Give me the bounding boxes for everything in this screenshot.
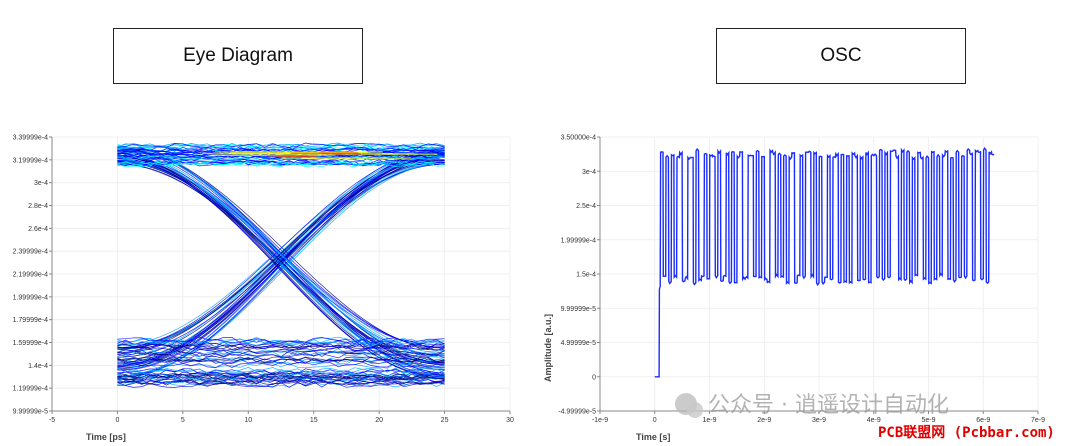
eye-y-tick-label: 1.99999e-4 bbox=[13, 294, 49, 301]
eye-high-rail-trace bbox=[117, 142, 445, 148]
eye-y-tick-label: 1.19999e-4 bbox=[13, 386, 49, 393]
eye-transition-trace bbox=[117, 161, 445, 349]
eye-x-tick-label: 30 bbox=[506, 417, 514, 424]
osc-x-tick-label: 4e-9 bbox=[867, 417, 881, 424]
eye-x-axis-title: Time [ps] bbox=[86, 432, 126, 442]
osc-y-axis-title: Amplitude [a.u.] bbox=[543, 314, 553, 382]
eye-low-rail-trace bbox=[117, 378, 445, 385]
eye-y-tick-label: 1.59999e-4 bbox=[13, 340, 49, 347]
eye-y-tick-label: 3.19999e-4 bbox=[13, 157, 49, 164]
eye-y-tick-label: 2.6e-4 bbox=[28, 226, 48, 233]
eye-transition-trace bbox=[117, 152, 445, 377]
eye-low-rail-trace bbox=[117, 361, 445, 368]
eye-x-tick-label: -5 bbox=[49, 417, 55, 424]
eye-transition-trace bbox=[117, 154, 445, 349]
eye-high-rail-trace bbox=[117, 142, 445, 148]
eye-low-rail-trace bbox=[117, 372, 445, 379]
eye-transition-trace bbox=[117, 162, 445, 378]
eye-high-rail-trace bbox=[117, 160, 445, 166]
eye-y-tick-label: 2.8e-4 bbox=[28, 203, 48, 210]
osc-y-tick-label: 3.50000e-4 bbox=[561, 135, 597, 142]
eye-low-rail-trace bbox=[117, 376, 445, 384]
eye-low-rail-trace bbox=[117, 340, 445, 347]
eye-low-rail-trace bbox=[117, 367, 445, 374]
osc-y-tick-label: -4.99999e-5 bbox=[558, 409, 596, 416]
eye-x-tick-label: 15 bbox=[310, 417, 318, 424]
eye-diagram-title: Eye Diagram bbox=[113, 28, 363, 84]
osc-waveform-line bbox=[654, 146, 995, 378]
osc-x-axis-title: Time [s] bbox=[636, 432, 670, 442]
eye-transition-trace bbox=[117, 158, 445, 379]
eye-low-rail-trace bbox=[117, 357, 445, 364]
osc-trace bbox=[654, 146, 995, 378]
eye-x-tick-label: 0 bbox=[115, 417, 119, 424]
eye-axes: -5 0 5 10 15 20 25 30 9.99999e-5 1.19999e-4 1.4e-4… bbox=[13, 135, 514, 425]
eye-x-tick-label: 25 bbox=[441, 417, 449, 424]
wechat-icon-bubble bbox=[687, 402, 703, 418]
eye-transition-trace bbox=[117, 150, 445, 358]
eye-high-rail-trace bbox=[117, 146, 445, 152]
osc-y-tick-label: 2.5e-4 bbox=[576, 203, 596, 210]
eye-low-rail-trace bbox=[117, 362, 445, 369]
watermark: 公众号 · 逍遥设计自动化 PCB联盟网 (Pcbbar.com) bbox=[675, 393, 1055, 441]
eye-low-rail-trace bbox=[117, 356, 445, 363]
eye-low-rail-trace bbox=[117, 348, 445, 355]
osc-y-tick-label: 9.99999e-5 bbox=[561, 306, 597, 313]
eye-low-rail-trace bbox=[117, 356, 445, 363]
eye-x-tick-label: 20 bbox=[375, 417, 383, 424]
osc-y-tick-label: 1.99999e-4 bbox=[561, 237, 597, 244]
eye-transition-trace bbox=[117, 155, 445, 347]
osc-axes: -1e-9 0 1e-9 2e-9 3e-9 4e-9 5e-9 6e-9 7e-9 -4.999… bbox=[558, 135, 1045, 425]
osc-x-tick-label: 0 bbox=[653, 417, 657, 424]
osc-y-tick-label: 3e-4 bbox=[582, 169, 596, 176]
eye-x-tick-label: 5 bbox=[181, 417, 185, 424]
eye-low-rail-trace bbox=[117, 351, 445, 358]
eye-high-rail-trace bbox=[117, 155, 445, 161]
eye-low-rail-trace bbox=[117, 336, 445, 343]
eye-low-rail-trace bbox=[117, 352, 445, 359]
eye-traces bbox=[117, 142, 445, 388]
eye-high-rail-trace bbox=[117, 142, 445, 148]
eye-y-tick-label: 3e-4 bbox=[34, 180, 48, 187]
eye-y-tick-label: 9.99999e-5 bbox=[13, 409, 49, 416]
osc-x-tick-label: 7e-9 bbox=[1031, 417, 1045, 424]
watermark-text: 公众号 · 逍遥设计自动化 bbox=[708, 393, 949, 418]
osc-y-tick-label: 1.5e-4 bbox=[576, 272, 596, 279]
eye-low-rail-trace bbox=[117, 372, 445, 379]
eye-high-rail-trace bbox=[117, 146, 445, 152]
eye-low-rail-trace bbox=[117, 381, 445, 388]
eye-y-tick-label: 1.4e-4 bbox=[28, 363, 48, 370]
eye-transition-trace bbox=[117, 156, 445, 363]
eye-low-rail-trace bbox=[117, 345, 445, 352]
osc-y-tick-label: 0 bbox=[592, 374, 596, 381]
osc-x-tick-label: 5e-9 bbox=[921, 417, 935, 424]
watermark-site: PCB联盟网 (Pcbbar.com) bbox=[878, 425, 1055, 441]
eye-y-tick-label: 1.79999e-4 bbox=[13, 317, 49, 324]
eye-low-rail-trace bbox=[117, 373, 445, 380]
eye-high-rail-trace bbox=[117, 160, 445, 166]
eye-low-rail-trace bbox=[117, 338, 445, 346]
eye-y-tick-label: 3.39999e-4 bbox=[13, 135, 49, 142]
osc-x-tick-label: 1e-9 bbox=[702, 417, 716, 424]
osc-x-tick-label: 3e-9 bbox=[812, 417, 826, 424]
osc-x-tick-label: -1e-9 bbox=[592, 417, 608, 424]
eye-low-rail-trace bbox=[117, 343, 445, 349]
eye-high-rail-trace bbox=[117, 160, 445, 166]
eye-y-tick-label: 2.39999e-4 bbox=[13, 249, 49, 256]
osc-x-tick-label: 2e-9 bbox=[757, 417, 771, 424]
osc-x-tick-label: 6e-9 bbox=[976, 417, 990, 424]
eye-x-tick-label: 10 bbox=[244, 417, 252, 424]
eye-y-tick-label: 2.19999e-4 bbox=[13, 272, 49, 279]
osc-y-tick-label: 4.99999e-5 bbox=[561, 340, 597, 347]
eye-low-rail-trace bbox=[117, 343, 445, 349]
osc-title: OSC bbox=[716, 28, 966, 84]
eye-high-rail-trace bbox=[117, 159, 445, 165]
eye-low-rail-trace bbox=[117, 347, 445, 355]
